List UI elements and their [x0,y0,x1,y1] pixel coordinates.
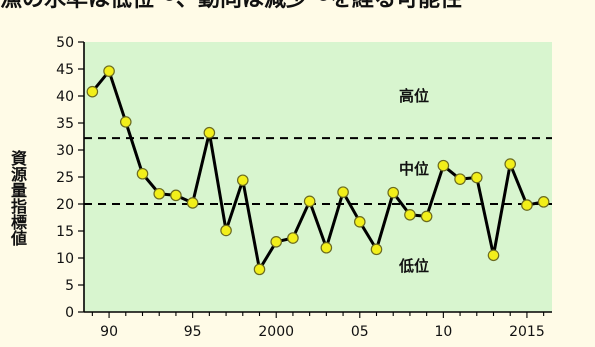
y-tick-label-20: 20 [56,197,74,213]
data-point-2004 [337,186,349,198]
data-point-2009 [420,210,433,223]
y-tick-label-40: 40 [56,89,74,105]
data-point-1989 [86,85,99,98]
data-point-2010 [437,159,450,172]
zone-label-3: 低位 [398,257,429,275]
data-point-2006 [370,243,383,256]
top-caption: 漁の水準は低位～、動向は減少～を経る可能性 [0,0,595,12]
y-axis-label: 資源量指標値 [8,150,27,246]
x-tick-label-10: 10 [434,324,452,340]
data-point-2007 [387,186,400,199]
x-tick-label-95: 95 [184,324,202,340]
y-tick-label-50: 50 [56,35,74,51]
data-point-2002 [303,195,316,208]
data-point-2012 [470,171,483,184]
data-point-1995 [186,197,199,209]
zone-label-1: 高位 [399,87,429,105]
data-point-1994 [170,189,182,202]
markers-layer [86,65,550,276]
data-point-1991 [119,116,132,128]
y-tick-label-30: 30 [56,143,74,159]
data-point-1990 [103,65,115,77]
zone-label-2: 中位 [399,160,429,178]
data-point-2008 [404,209,416,221]
y-tick-label-15: 15 [56,224,74,240]
y-tick-label-45: 45 [56,62,74,78]
x-tick-label-05: 05 [351,324,369,340]
x-tick-label-2000: 2000 [258,324,294,340]
series-layer [90,69,546,271]
data-point-1999 [253,263,266,276]
x-tick-label-90: 90 [100,324,118,340]
series-line [90,69,546,271]
data-point-2015 [521,199,533,211]
y-tick-label-35: 35 [56,116,74,132]
data-point-2014 [504,158,517,170]
data-point-2003 [320,241,333,254]
y-tick-label-0: 0 [65,305,74,321]
data-point-2000 [270,236,283,248]
data-point-2005 [353,216,366,228]
y-tick-label-10: 10 [56,251,74,267]
threshold-lines [84,137,552,205]
data-point-1997 [220,224,232,237]
data-point-2001 [287,232,299,244]
data-point-2011 [454,173,466,185]
data-point-1996 [203,126,216,139]
x-tick-label-2015: 2015 [509,324,545,340]
data-point-2013 [487,249,500,262]
data-point-1992 [136,167,149,180]
y-tick-label-5: 5 [65,278,74,294]
data-point-1998 [236,174,249,187]
data-point-2016 [537,196,550,208]
y-tick-label-25: 25 [56,170,74,186]
data-point-1993 [153,187,166,200]
